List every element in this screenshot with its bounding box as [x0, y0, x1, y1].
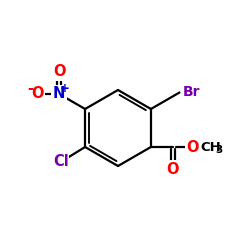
Text: O: O: [187, 140, 199, 154]
Text: O: O: [53, 64, 65, 80]
Text: O: O: [31, 86, 43, 102]
Text: O: O: [167, 162, 179, 176]
Text: +: +: [60, 82, 70, 94]
Text: CH: CH: [200, 140, 221, 153]
Text: N: N: [53, 86, 65, 102]
Text: -: -: [27, 80, 33, 96]
Text: Br: Br: [182, 86, 200, 100]
Text: 3: 3: [215, 145, 222, 155]
Text: Cl: Cl: [53, 154, 69, 168]
